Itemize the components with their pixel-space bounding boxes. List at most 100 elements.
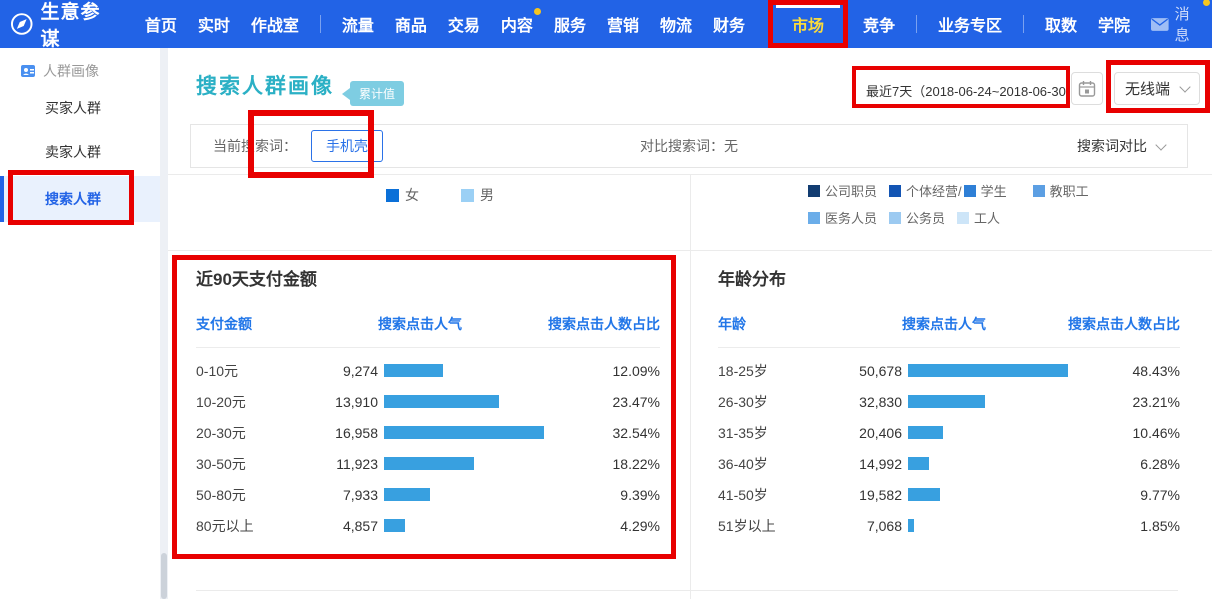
table-row: 26-30岁 32,830 23.21% — [718, 386, 1180, 417]
terminal-value: 无线端 — [1125, 81, 1171, 98]
nav-item-finance[interactable]: 财务 — [712, 18, 745, 35]
payment-panel: 近90天支付金额 支付金额 搜索点击人气 搜索点击人数占比 0-10元 9,27… — [196, 268, 660, 541]
messages-label: 消息 — [1174, 6, 1190, 44]
row-label: 30-50元 — [196, 455, 246, 472]
table-row: 50-80元 7,933 9.39% — [196, 479, 660, 510]
page-title: 搜索人群画像 — [196, 75, 334, 98]
nav-item-home[interactable]: 首页 — [144, 18, 177, 35]
legend-item-occupation[interactable]: 学生 — [963, 181, 1007, 200]
legend-item-male[interactable]: 男 — [461, 185, 494, 205]
date-range-text[interactable]: 最近7天（2018-06-24~2018-06-30） — [866, 84, 1079, 99]
table-row: 0-10元 9,274 12.09% — [196, 355, 660, 386]
legend-swatch — [808, 184, 820, 197]
bar — [384, 426, 544, 439]
table-header: 年龄 搜索点击人气 搜索点击人数占比 — [718, 314, 1180, 348]
sidebar-item-search-active[interactable]: 搜索人群 — [0, 176, 160, 222]
nav-item-content[interactable]: 内容 — [501, 8, 541, 36]
nav-divider — [916, 15, 918, 33]
terminal-dropdown[interactable]: 无线端 — [1114, 72, 1200, 105]
occupation-legend: 公司职员 个体经营/ 学生 教职工 医务人员 公务员 工人 — [808, 181, 1089, 235]
bar — [384, 519, 405, 532]
table-row: 18-25岁 50,678 48.43% — [718, 355, 1180, 386]
keyword-compare-dropdown[interactable]: 搜索词对比 — [1077, 136, 1167, 156]
legend-swatch — [386, 188, 399, 202]
nav-item-traffic[interactable]: 流量 — [341, 18, 374, 35]
row-percent: 1.85% — [1140, 517, 1180, 534]
chevron-down-icon — [1179, 81, 1191, 93]
section-divider — [196, 590, 1178, 591]
persona-icon — [21, 65, 35, 77]
legend-swatch — [889, 211, 902, 224]
nav-item-goods[interactable]: 商品 — [394, 18, 427, 35]
panel-title: 年龄分布 — [718, 270, 786, 289]
keyword-button[interactable]: 手机壳 — [311, 130, 383, 162]
nav-item-war-room[interactable]: 作战室 — [250, 18, 299, 35]
notification-dot — [533, 8, 541, 15]
row-value: 7,933 — [342, 486, 378, 503]
compass-logo-icon — [10, 13, 33, 35]
legend-item-occupation[interactable]: 工人 — [957, 208, 1000, 227]
legend-swatch — [963, 184, 976, 197]
legend-label: 教职工 — [1049, 184, 1089, 199]
calendar-button[interactable] — [1071, 72, 1103, 105]
nav-item-marketing[interactable]: 营销 — [606, 18, 639, 35]
legend-label: 工人 — [974, 211, 1001, 226]
legend-label: 女 — [405, 187, 419, 203]
scrollbar-thumb[interactable] — [161, 553, 167, 599]
legend-item-occupation[interactable]: 个体经营/ — [889, 181, 962, 200]
legend-label: 男 — [480, 187, 494, 203]
legend-item-occupation[interactable]: 公司职员 — [808, 181, 877, 200]
legend-item-occupation[interactable]: 公务员 — [889, 208, 945, 227]
legend-item-female[interactable]: 女 — [386, 185, 419, 205]
sidebar-item-buyer[interactable]: 买家人群 — [45, 100, 101, 116]
legend-swatch — [889, 184, 902, 197]
sidebar-item-seller[interactable]: 卖家人群 — [45, 144, 101, 160]
nav-item-realtime[interactable]: 实时 — [197, 18, 230, 35]
nav-item-trade[interactable]: 交易 — [447, 18, 480, 35]
row-label: 41-50岁 — [718, 486, 768, 503]
brand[interactable]: 生意参谋 — [10, 0, 119, 51]
nav-item-data-fetch[interactable]: 取数 — [1045, 18, 1078, 35]
filter-bar: 当前搜索词： 手机壳 对比搜索词：无 搜索词对比 — [190, 124, 1188, 168]
row-percent: 23.47% — [612, 393, 660, 410]
nav-item-compete[interactable]: 竞争 — [863, 18, 896, 35]
nav-item-academy[interactable]: 学院 — [1098, 18, 1131, 35]
table-row: 36-40岁 14,992 6.28% — [718, 448, 1180, 479]
column-header: 搜索点击人气 — [378, 316, 462, 332]
row-label: 10-20元 — [196, 393, 246, 410]
legend-label: 医务人员 — [825, 211, 878, 226]
envelope-icon — [1151, 17, 1169, 31]
row-percent: 48.43% — [1132, 362, 1180, 379]
nav-item-logistics[interactable]: 物流 — [659, 18, 692, 35]
keyword-compare-label: 搜索词对比 — [1077, 138, 1147, 154]
legend-item-occupation[interactable]: 教职工 — [1032, 181, 1089, 200]
bar — [908, 488, 940, 501]
row-label: 31-35岁 — [718, 424, 768, 441]
row-value: 13,910 — [335, 393, 378, 410]
table-row: 41-50岁 19,582 9.77% — [718, 479, 1180, 510]
bar — [384, 395, 499, 408]
bar — [908, 426, 943, 439]
current-keyword-label: 当前搜索词： — [213, 138, 297, 154]
table-header: 支付金额 搜索点击人气 搜索点击人数占比 — [196, 314, 660, 348]
legend-swatch — [461, 188, 474, 202]
compare-keyword-text: 对比搜索词：无 — [640, 138, 738, 154]
row-percent: 6.28% — [1140, 455, 1180, 472]
badge-arrow — [342, 87, 350, 100]
sidebar-item-search-label: 搜索人群 — [45, 191, 101, 207]
row-value: 9,274 — [342, 362, 378, 379]
notification-dot — [1203, 0, 1210, 6]
legend-item-occupation[interactable]: 医务人员 — [808, 208, 877, 227]
messages-button[interactable]: 消息 — [1151, 0, 1210, 45]
cumulative-badge: 累计值 — [342, 81, 405, 106]
nav-item-biz-zone[interactable]: 业务专区 — [938, 18, 1003, 35]
sidebar-group-persona[interactable]: 人群画像 — [20, 61, 99, 81]
nav-item-market-active[interactable]: 市场 — [792, 18, 825, 35]
row-label: 0-10元 — [196, 362, 239, 379]
brand-name: 生意参谋 — [40, 2, 101, 50]
nav-item-service[interactable]: 服务 — [553, 18, 586, 35]
row-label: 20-30元 — [196, 424, 246, 441]
nav-divider — [1023, 15, 1025, 33]
row-value: 16,958 — [335, 424, 378, 441]
table-row: 80元以上 4,857 4.29% — [196, 510, 660, 541]
